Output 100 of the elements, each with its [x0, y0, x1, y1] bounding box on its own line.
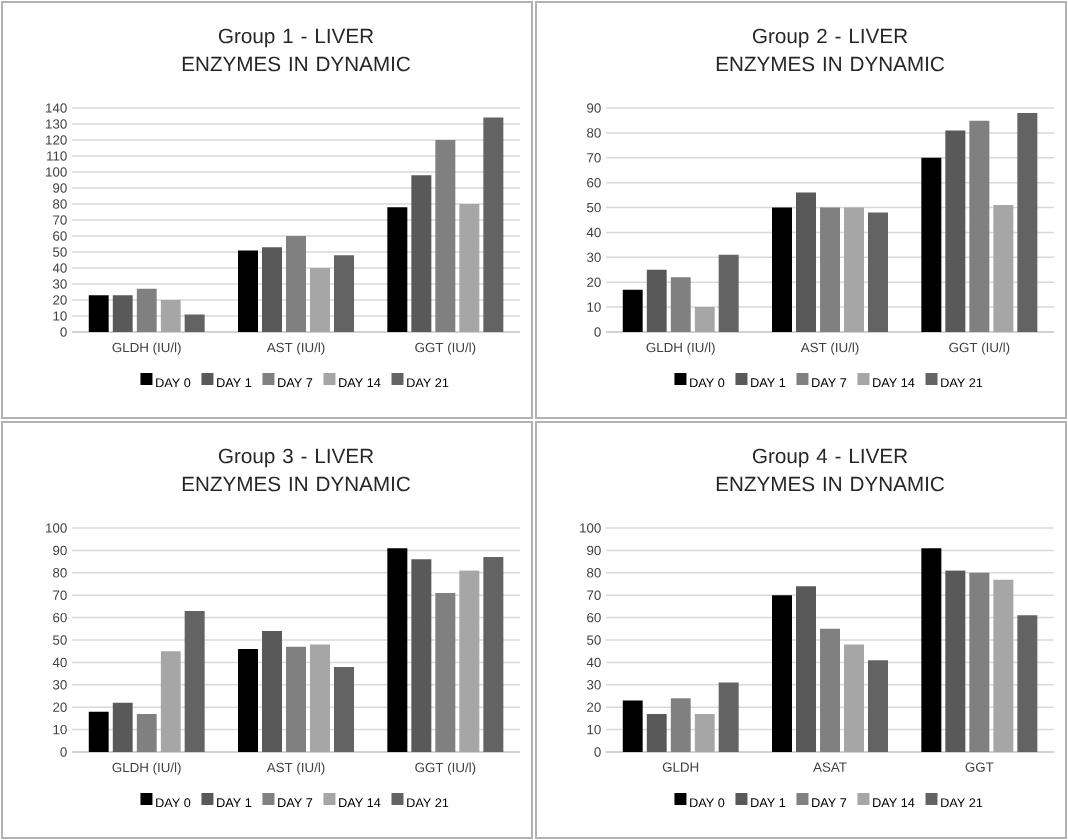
bar [286, 235, 306, 332]
bar [844, 207, 865, 332]
bar [411, 175, 432, 332]
y-tick-label: 50 [53, 247, 67, 257]
y-tick-label: 140 [46, 103, 67, 113]
legend-label: DAY 14 [339, 378, 381, 388]
bar [262, 247, 282, 332]
legend-label: DAY 1 [217, 798, 252, 808]
bar [969, 120, 990, 332]
y-tick-label: 40 [586, 657, 601, 668]
x-tick-label: GLDH [662, 762, 699, 772]
bar [868, 212, 889, 332]
y-tick-label: 20 [53, 295, 67, 305]
y-tick-label: 80 [587, 568, 601, 578]
y-tick-label: 110 [47, 151, 67, 161]
bar [796, 586, 817, 752]
y-tick-label: 70 [587, 153, 601, 163]
bar [238, 250, 258, 332]
y-tick-label: 60 [53, 231, 67, 241]
chart-title: Group 3 - LIVER ENZYMES IN DYNAMIC [182, 448, 411, 492]
y-tick-label: 0 [594, 747, 601, 757]
y-tick-label: 50 [53, 635, 67, 645]
y-tick-label: 90 [53, 183, 67, 193]
y-tick-label: 10 [53, 311, 67, 321]
legend-label: DAY 0 [690, 378, 725, 388]
bar [694, 713, 715, 752]
bar [411, 559, 432, 752]
bar [483, 117, 504, 332]
bar [184, 610, 205, 752]
y-tick-label: 10 [587, 302, 601, 312]
bar [112, 702, 133, 752]
legend-label: DAY 0 [156, 798, 191, 808]
legend-label: DAY 7 [812, 378, 847, 388]
bar [88, 295, 109, 332]
bar [622, 700, 643, 752]
bar [136, 288, 157, 332]
y-tick-label: 0 [60, 747, 67, 757]
bar [184, 314, 205, 332]
bar [646, 713, 667, 752]
y-tick-label: 80 [587, 128, 601, 138]
legend-label: DAY 14 [873, 798, 915, 808]
y-tick-label: 20 [587, 277, 601, 287]
y-tick-label: 40 [52, 263, 67, 273]
chart-title: Group 4 - LIVER ENZYMES IN DYNAMIC [716, 448, 945, 492]
bar [136, 713, 157, 752]
bar [310, 267, 330, 332]
bar [993, 205, 1014, 332]
y-tick-label: 30 [52, 279, 67, 289]
legend-label: DAY 21 [941, 798, 983, 808]
chart-title: Group 1 - LIVER ENZYMES IN DYNAMIC [182, 28, 411, 72]
legend-label: DAY 1 [217, 378, 252, 388]
legend-label: DAY 21 [407, 798, 449, 808]
bar [718, 254, 739, 332]
bar [88, 711, 109, 752]
bar [921, 548, 942, 752]
x-tick-label: GGT (IU/l) [415, 342, 476, 355]
y-tick-label: 80 [53, 568, 67, 578]
y-tick-label: 130 [46, 119, 67, 129]
y-tick-label: 20 [587, 702, 601, 712]
bar [718, 682, 739, 752]
bar [1017, 112, 1038, 332]
y-tick-label: 20 [53, 702, 67, 712]
bar [772, 207, 793, 332]
x-tick-label: AST (IU/l) [266, 762, 325, 775]
y-tick-label: 10 [53, 724, 67, 735]
legend-label: DAY 1 [751, 798, 786, 808]
y-tick-label: 60 [587, 177, 601, 188]
y-tick-label: 70 [53, 215, 67, 225]
legend-label: DAY 7 [812, 798, 847, 808]
bar [286, 646, 306, 752]
legend-label: DAY 0 [690, 798, 725, 808]
bar [772, 595, 793, 752]
x-tick-label: AST (IU/l) [266, 342, 325, 355]
bar [435, 140, 456, 332]
y-tick-label: 70 [587, 590, 601, 600]
y-tick-label: 30 [52, 680, 67, 690]
legend-label: DAY 7 [278, 798, 313, 808]
bar [820, 207, 840, 332]
y-tick-label: 120 [46, 135, 67, 145]
bar [160, 300, 181, 332]
bar [435, 592, 456, 752]
y-tick-label: 30 [586, 680, 601, 690]
bar [459, 204, 480, 332]
chart-title: Group 2 - LIVER ENZYMES IN DYNAMIC [716, 28, 945, 72]
legend-label: DAY 14 [339, 798, 381, 808]
bar [993, 579, 1014, 752]
bar [387, 548, 408, 752]
y-tick-label: 90 [587, 103, 601, 113]
y-tick-label: 100 [580, 523, 601, 533]
bar [796, 192, 817, 332]
bar [1017, 615, 1038, 752]
y-tick-label: 50 [587, 635, 601, 645]
x-tick-label: GGT (IU/l) [949, 342, 1010, 355]
x-tick-label: GLDH (IU/l) [112, 762, 181, 775]
bar [969, 572, 990, 752]
bar [334, 255, 354, 332]
bar [945, 570, 966, 752]
bar [459, 570, 480, 752]
legend-label: DAY 0 [156, 378, 191, 388]
bar [670, 277, 691, 332]
